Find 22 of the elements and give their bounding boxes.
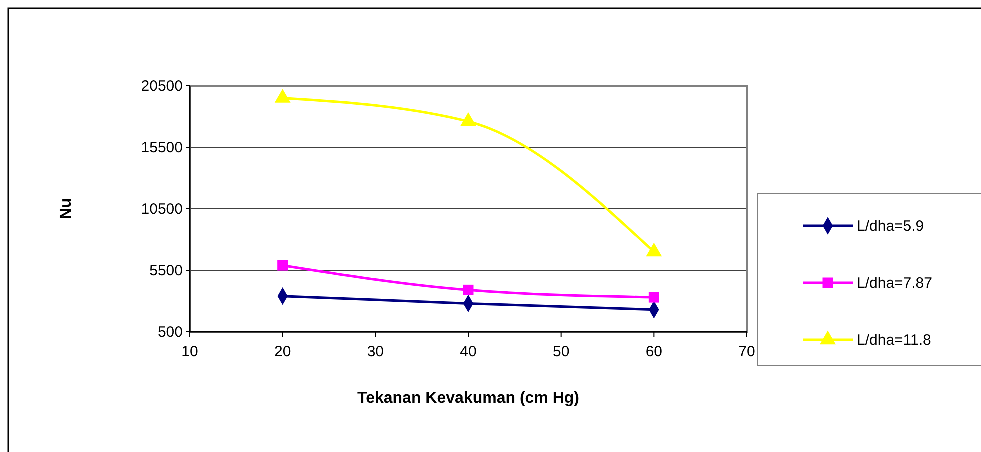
x-axis-title: Tekanan Kevakuman (cm Hg) [358,390,580,407]
x-tick-label: 40 [460,344,477,360]
y-tick-label: 15500 [141,139,183,156]
y-tick-label: 20500 [141,78,183,95]
point [463,284,474,296]
legend-label: L/dha=11.8 [857,332,932,349]
x-tick-label: 20 [274,344,292,360]
legend-label: L/dha=5.9 [857,218,924,235]
point [648,292,660,303]
x-tick-label: 60 [646,344,663,360]
legend-label: L/dha=7.87 [857,275,932,292]
point [274,89,291,103]
y-tick-label: 5500 [150,262,183,280]
y-tick-label: 500 [158,324,183,341]
y-axis-title: Nu [58,198,75,220]
x-tick-label: 30 [367,344,384,360]
x-tick-label: 10 [182,344,198,360]
point [278,260,288,271]
x-tick-label: 70 [738,344,756,360]
point [460,112,476,126]
y-tick-label: 10500 [141,200,183,218]
x-tick-label: 50 [552,344,570,360]
